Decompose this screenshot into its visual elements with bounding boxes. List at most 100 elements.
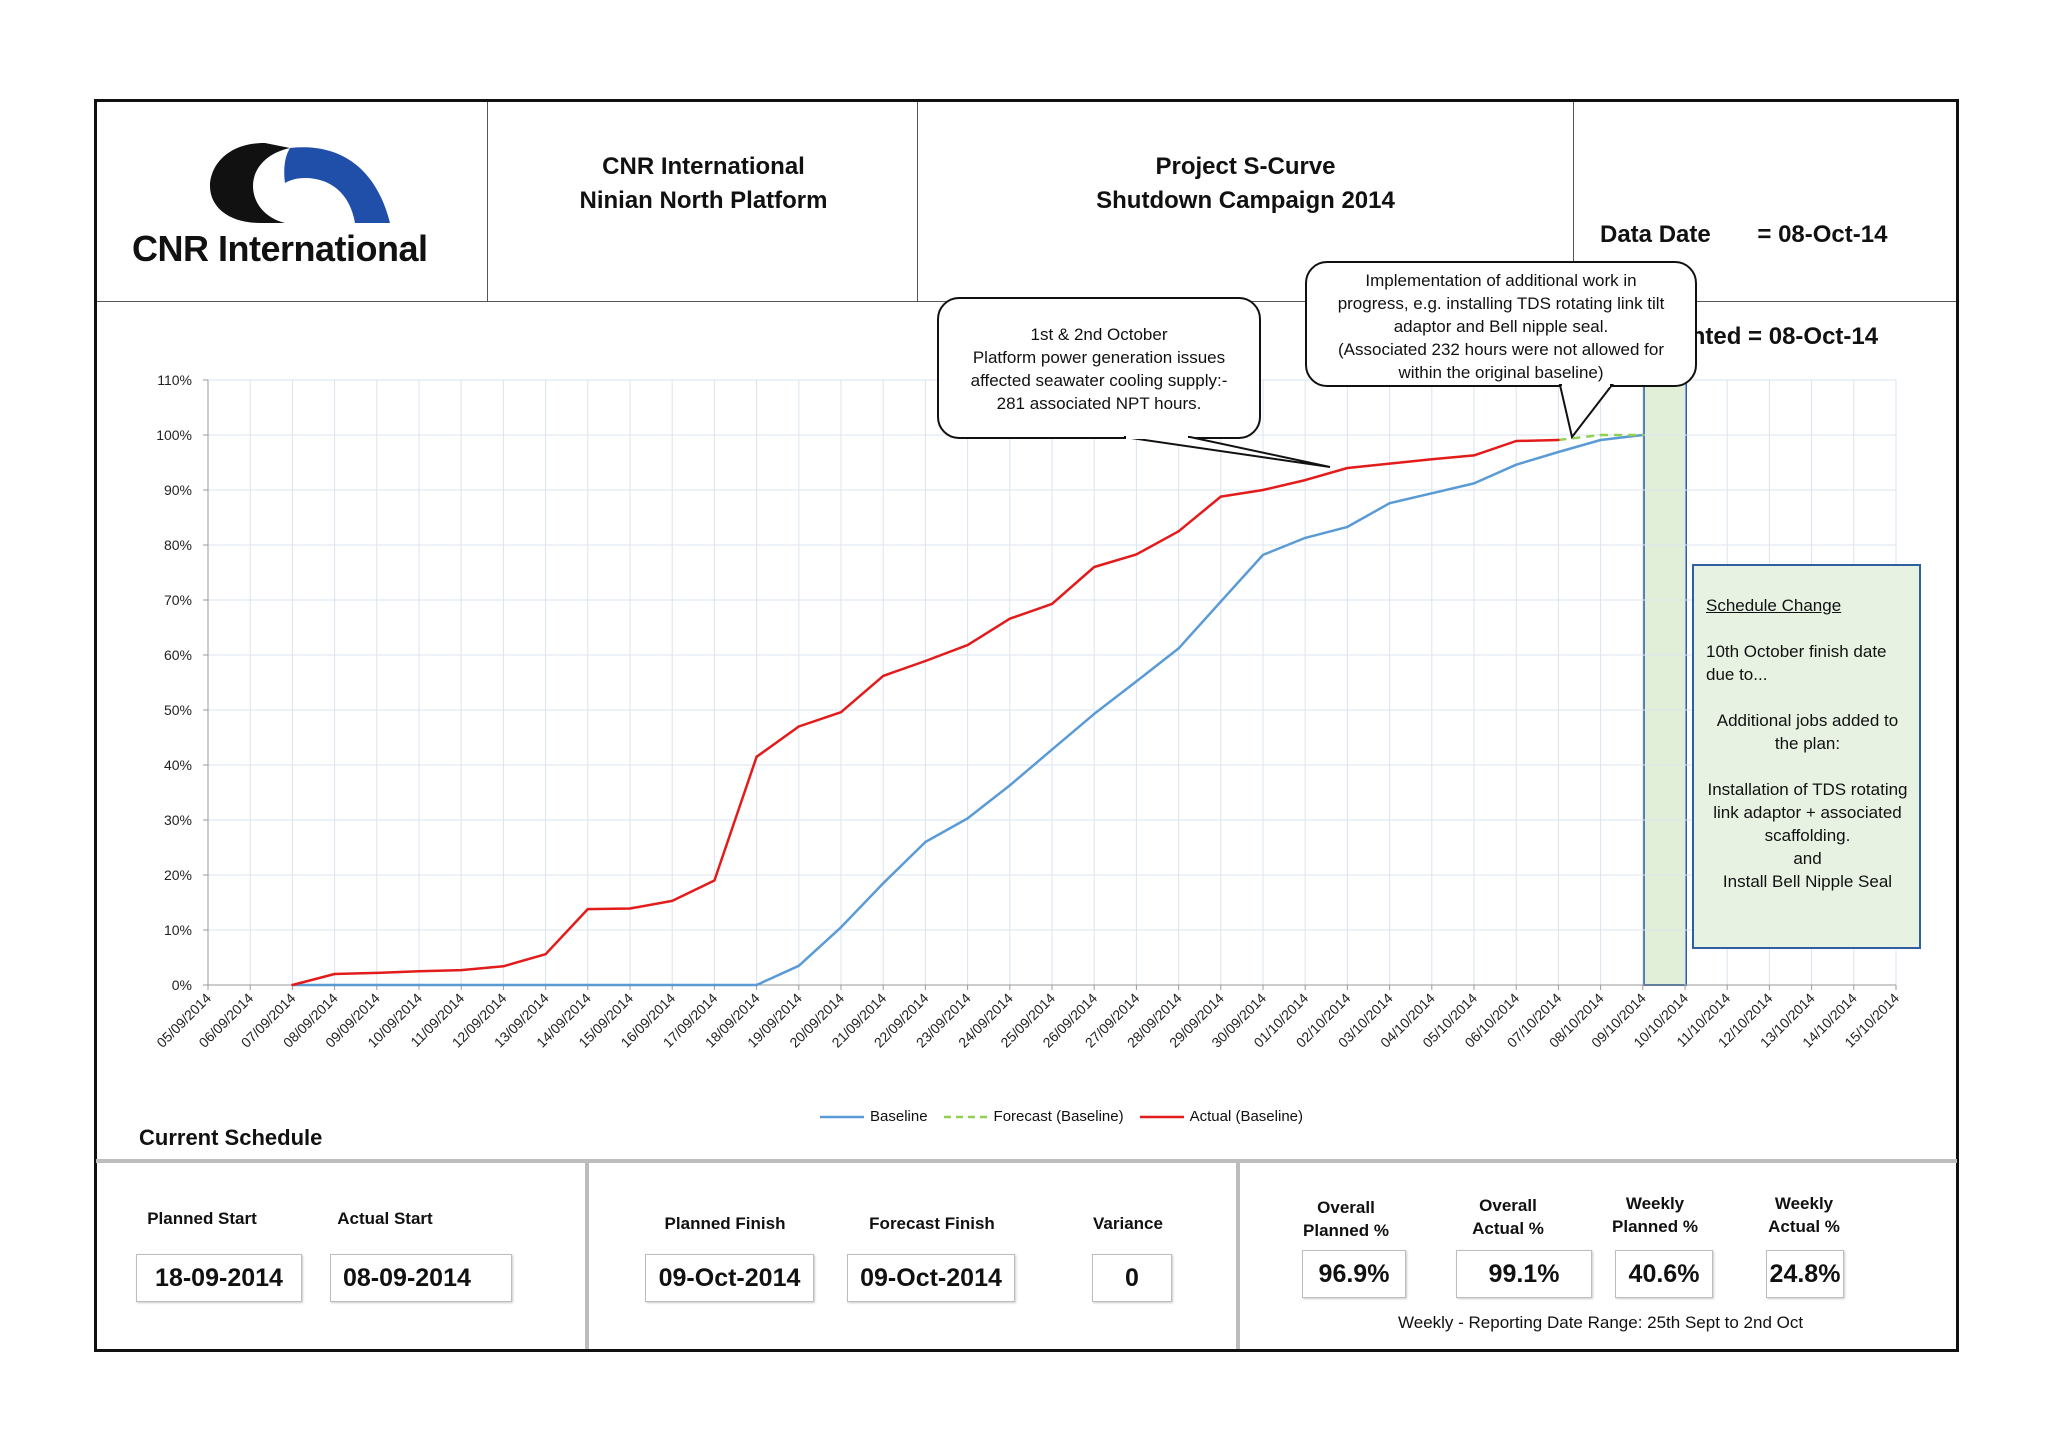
legend-label: Baseline [870,1108,928,1125]
weekly-planned-value: 40.6% [1615,1250,1713,1298]
overall-actual-value: 99.1% [1456,1250,1592,1298]
series-point [713,879,716,882]
chart-legend: Baseline Forecast (Baseline) Actual (Bas… [820,1108,1303,1125]
schedule-change-title: Schedule Change [1706,596,1842,615]
series-point [333,983,336,987]
series-point [839,926,843,929]
y-tick-label: 60% [164,647,192,663]
series-point [1346,525,1349,529]
series-point [544,953,547,956]
series-point [839,711,843,714]
series-point [1177,530,1180,533]
series-point [966,817,969,820]
series-point [713,983,716,987]
series-point [1008,784,1011,787]
series-point [1515,463,1518,466]
schedule-change-job2: Install Bell Nipple Seal [1722,872,1893,891]
actual-start-value: 08-09-2014 [330,1254,512,1302]
series-point [502,965,505,968]
overall-actual-label-line1: Overall [1479,1196,1537,1215]
y-tick-label: 30% [164,812,192,828]
forecast-finish-label: Forecast Finish [869,1214,995,1233]
report-title-line1: Project S-Curve [1155,153,1336,180]
series-point [882,882,885,885]
variance-value: 0 [1092,1254,1172,1302]
series-point [1135,553,1138,556]
overall-actual-label-line2: Actual % [1472,1219,1544,1238]
series-point [417,970,421,973]
series-point [1388,462,1391,465]
overall-planned-label: Overall Planned % [1286,1196,1406,1242]
date-info: Data Date = 08-Oct-14 Date Printed = 08-… [1600,150,1887,388]
weekly-planned-label: Weekly Planned % [1595,1192,1715,1238]
y-tick-label: 80% [164,537,192,553]
weekly-planned-label-line1: Weekly [1625,1194,1685,1213]
series-point [1050,748,1054,751]
series-point [1093,712,1096,716]
overall-actual-label: Overall Actual % [1448,1194,1568,1240]
y-tick-label: 0% [172,977,192,993]
series-point [797,725,800,728]
series-point [291,983,294,987]
overall-planned-label-line1: Overall [1317,1198,1375,1217]
maple-leaf-icon [312,188,337,218]
series-point [333,972,336,976]
series-point [1219,495,1223,498]
planned-start-label: Planned Start [147,1209,257,1228]
series-point [882,674,885,678]
series-point [1304,478,1307,482]
weekly-actual-label-line2: Actual % [1768,1217,1840,1236]
series-point [755,983,758,987]
series-point [671,983,674,987]
series-point [1557,438,1560,442]
series-point [1430,458,1434,461]
legend-item-actual: Actual (Baseline) [1139,1108,1303,1125]
series-point [1430,492,1434,495]
series-point [1261,553,1265,557]
report-title-line2: Shutdown Campaign 2014 [1096,187,1395,214]
series-point [1008,617,1011,620]
series-point [1388,502,1391,505]
callout-additional-work: Implementation of additional work in pro… [1305,261,1697,387]
legend-item-baseline: Baseline [820,1108,928,1125]
series-point [628,983,632,987]
platform-name: Ninian North Platform [579,187,828,214]
callout-additional-line: progress, e.g. installing TDS rotating l… [1337,294,1665,313]
series-point [797,964,800,967]
series-point [502,983,505,987]
y-tick-label: 10% [164,922,192,938]
schedule-change-note: Schedule Change 10th October finish date… [1692,564,1921,949]
planned-start-value: 18-09-2014 [136,1254,302,1302]
schedule-change-and: and [1793,849,1822,868]
series-point [586,983,589,987]
series-point [417,983,421,987]
report-frame [94,99,1959,1352]
planned-finish-value: 09-Oct-2014 [645,1254,814,1302]
series-point [1177,647,1180,650]
series-point [1050,602,1054,606]
legend-label: Actual (Baseline) [1189,1108,1303,1125]
weekly-planned-label-line2: Planned % [1612,1217,1698,1236]
series-point [375,971,378,975]
variance-label: Variance [1093,1214,1163,1233]
schedule-top-rule [96,1159,1957,1163]
planned-finish-label: Planned Finish [664,1214,786,1233]
schedule-change-jobs: Additional jobs added to the plan: [1716,711,1899,753]
series-point [1304,536,1307,540]
overall-planned-value: 96.9% [1302,1250,1406,1298]
data-date: Data Date = 08-Oct-14 [1600,221,1888,248]
logo-black-crescent-icon [210,143,290,223]
series-point [671,899,674,903]
header-divider-3 [1573,102,1574,302]
organization-title: CNR International Ninian North Platform [490,150,917,218]
organization-name: CNR International [602,153,805,180]
series-point [628,907,632,910]
weekly-actual-label: Weekly Actual % [1744,1192,1864,1238]
callout-npt-pointer [1123,436,1331,468]
report-title: Project S-Curve Shutdown Campaign 2014 [918,150,1573,218]
series-point [1557,450,1560,454]
series-point [586,907,589,911]
logo-blue-arc-icon [284,147,390,223]
